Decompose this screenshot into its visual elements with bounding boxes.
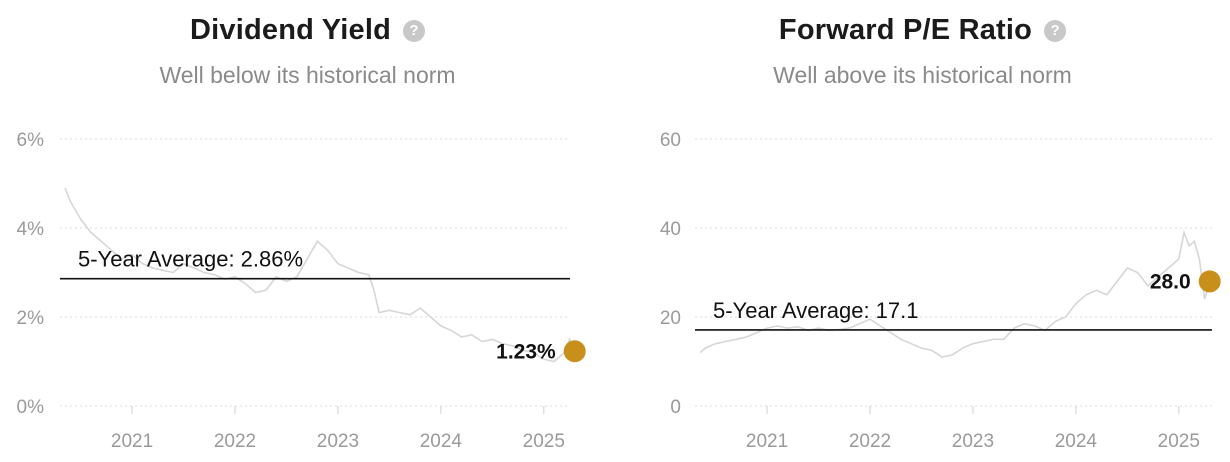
x-tick-label: 2021 [746, 431, 788, 452]
forward-pe-panel: 0 20 40 60 2021 2022 2023 2024 2025 5-Year Aver… [615, 0, 1230, 462]
y-tick-label: 0 [670, 397, 681, 418]
forward-pe-line [699, 229, 1211, 358]
x-tick-label: 2021 [111, 431, 153, 452]
x-tick-label: 2024 [420, 431, 463, 452]
question-circle-icon[interactable]: ? [1044, 19, 1067, 42]
chart-header: Dividend Yield? [0, 14, 615, 47]
y-tick-label: 60 [660, 130, 681, 151]
current-value-dot [563, 340, 586, 363]
y-tick-label: 0% [17, 397, 45, 418]
chart-title: Dividend Yield [189, 14, 391, 46]
x-tick-labels: 2021 2022 2023 2024 2025 [111, 406, 565, 452]
y-grid [695, 138, 1212, 407]
x-tick-label: 2025 [523, 431, 565, 452]
dividend-yield-chart: 0% 2% 4% 6% 2021 2022 2023 2024 2025 5-Year Ave… [17, 130, 586, 452]
x-tick-label: 2023 [952, 431, 994, 452]
dividend-yield-line [64, 187, 576, 363]
current-value-dot [1198, 270, 1221, 293]
current-value-label: 1.23% [496, 340, 556, 363]
chart-subtitle: Well above its historical norm [773, 62, 1072, 88]
question-circle-icon[interactable]: ? [403, 19, 425, 42]
y-tick-label: 4% [17, 219, 45, 240]
y-tick-labels: 0 20 40 60 [660, 130, 681, 418]
x-tick-label: 2025 [1158, 431, 1200, 452]
average-label: 5-Year Average: 17.1 [713, 298, 919, 323]
chart-title: Forward P/E Ratio [778, 14, 1033, 46]
current-value-label: 28.0 [1150, 270, 1191, 293]
y-tick-label: 40 [660, 219, 681, 240]
y-tick-label: 2% [17, 308, 45, 329]
chart-header: Forward P/E Ratio? [615, 14, 1230, 47]
x-tick-labels: 2021 2022 2023 2024 2025 [746, 406, 1200, 452]
chart-subtitle: Well below its historical norm [159, 62, 456, 88]
y-grid [60, 138, 570, 407]
x-tick-label: 2022 [849, 431, 891, 452]
y-tick-labels: 0% 2% 4% 6% [17, 130, 45, 418]
dividend-yield-panel: 0% 2% 4% 6% 2021 2022 2023 2024 2025 5-Year Ave… [0, 14, 615, 452]
y-tick-label: 6% [17, 130, 45, 151]
x-tick-label: 2022 [214, 431, 256, 452]
x-tick-label: 2023 [317, 431, 359, 452]
average-label: 5-Year Average: 2.86% [78, 247, 303, 272]
forward-pe-chart: 0 20 40 60 2021 2022 2023 2024 2025 5-Year Aver… [660, 130, 1221, 452]
y-tick-label: 20 [660, 308, 681, 329]
x-tick-label: 2024 [1055, 431, 1098, 452]
